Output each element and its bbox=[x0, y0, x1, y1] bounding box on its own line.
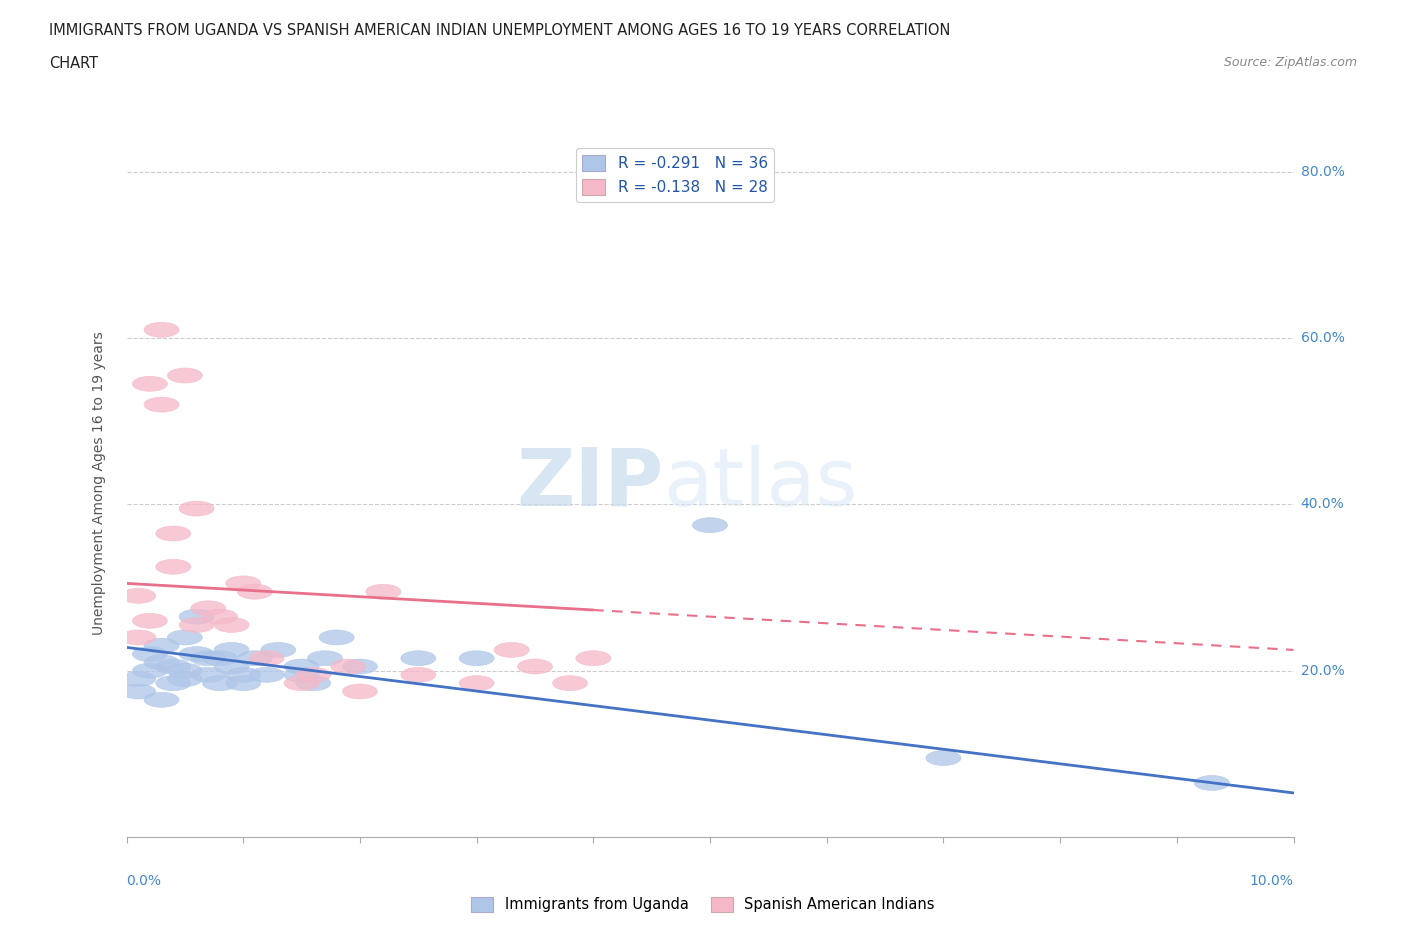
Text: CHART: CHART bbox=[49, 56, 98, 71]
Text: 10.0%: 10.0% bbox=[1250, 874, 1294, 888]
Text: 20.0%: 20.0% bbox=[1301, 664, 1344, 678]
Text: 80.0%: 80.0% bbox=[1301, 165, 1344, 179]
Text: Source: ZipAtlas.com: Source: ZipAtlas.com bbox=[1223, 56, 1357, 69]
Text: ZIP: ZIP bbox=[516, 445, 664, 523]
Legend: Immigrants from Uganda, Spanish American Indians: Immigrants from Uganda, Spanish American… bbox=[465, 891, 941, 918]
Text: 60.0%: 60.0% bbox=[1301, 331, 1344, 345]
Text: IMMIGRANTS FROM UGANDA VS SPANISH AMERICAN INDIAN UNEMPLOYMENT AMONG AGES 16 TO : IMMIGRANTS FROM UGANDA VS SPANISH AMERIC… bbox=[49, 23, 950, 38]
Legend: R = -0.291   N = 36, R = -0.138   N = 28: R = -0.291 N = 36, R = -0.138 N = 28 bbox=[576, 149, 773, 202]
Text: atlas: atlas bbox=[664, 445, 858, 523]
Text: 0.0%: 0.0% bbox=[127, 874, 162, 888]
Text: 40.0%: 40.0% bbox=[1301, 498, 1344, 512]
Y-axis label: Unemployment Among Ages 16 to 19 years: Unemployment Among Ages 16 to 19 years bbox=[91, 332, 105, 635]
